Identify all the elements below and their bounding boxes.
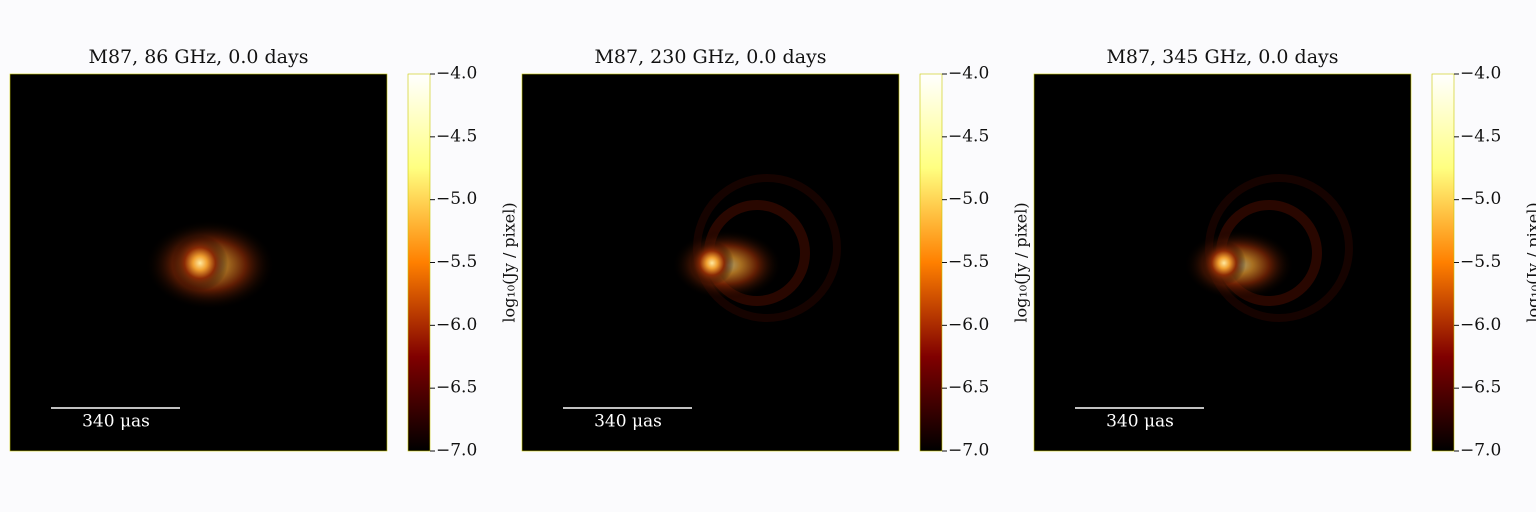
colorbar-tick-label: −7.0: [436, 441, 477, 461]
colorbar-tick-label: −5.5: [1460, 252, 1501, 272]
colorbar-tick-label: −5.5: [436, 252, 477, 272]
colorbar-tick-label: −5.5: [948, 252, 989, 272]
colorbar-tick-label: −6.0: [436, 315, 477, 335]
colorbar: [407, 73, 431, 452]
colorbar: [919, 73, 943, 452]
colorbar-label: log₁₀(Jy / pixel): [1524, 202, 1536, 322]
colorbar-label: log₁₀(Jy / pixel): [500, 202, 519, 322]
scale-bar-label: 340 μas: [82, 412, 150, 432]
scale-bar-label: 340 μas: [594, 412, 662, 432]
colorbar-tick-label: −5.0: [948, 189, 989, 209]
panel-title: M87, 230 GHz, 0.0 days: [594, 46, 826, 68]
colorbar-tick-label: −4.5: [436, 126, 477, 146]
colorbar-tick-label: −6.5: [436, 378, 477, 398]
colorbar: [1431, 73, 1455, 452]
colorbar-tick-label: −4.0: [1460, 64, 1501, 84]
emission-core: [690, 241, 734, 285]
panel-title: M87, 345 GHz, 0.0 days: [1106, 46, 1338, 68]
scale-bar-label: 340 μas: [1106, 412, 1174, 432]
emission-core: [1202, 241, 1246, 285]
panel-title: M87, 86 GHz, 0.0 days: [89, 46, 309, 68]
colorbar-label: log₁₀(Jy / pixel): [1012, 202, 1031, 322]
colorbar-tick-label: −4.0: [948, 64, 989, 84]
emission-core: [172, 235, 228, 291]
colorbar-tick-label: −5.0: [1460, 189, 1501, 209]
colorbar-tick-label: −6.0: [1460, 315, 1501, 335]
colorbar-tick-label: −5.0: [436, 189, 477, 209]
colorbar-tick-label: −4.5: [1460, 126, 1501, 146]
colorbar-tick-label: −6.5: [1460, 378, 1501, 398]
colorbar-tick-label: −4.5: [948, 126, 989, 146]
colorbar-tick-label: −6.0: [948, 315, 989, 335]
colorbar-tick-label: −7.0: [1460, 441, 1501, 461]
colorbar-tick-label: −4.0: [436, 64, 477, 84]
colorbar-tick-label: −6.5: [948, 378, 989, 398]
colorbar-tick-label: −7.0: [948, 441, 989, 461]
